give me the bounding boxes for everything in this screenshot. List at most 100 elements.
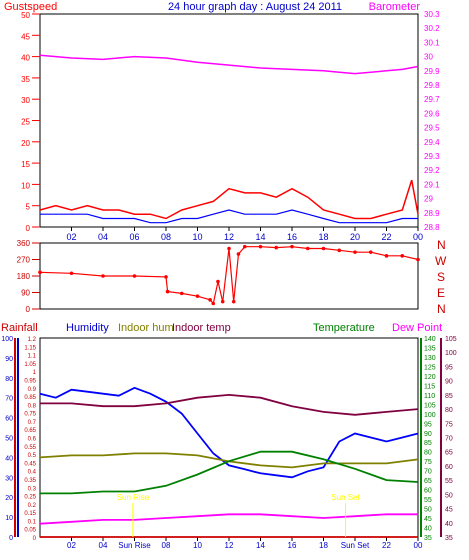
baro-tick-label: 30.2 [424, 24, 440, 33]
temperature-series-line [40, 450, 419, 495]
baro-tick-label: 29 [424, 195, 433, 204]
top-x-tick-label: 02 [66, 232, 76, 242]
direction-tick-label: 360 [17, 239, 31, 248]
temperature-tick-label: 50 [424, 507, 432, 514]
humidity-tick-label: 20 [5, 495, 13, 502]
baro-tick-label: 29.4 [424, 138, 440, 147]
rain-tick-label: 0.05 [24, 528, 36, 534]
compass-s: S [437, 270, 445, 284]
dewpoint-tick-label: 55 [445, 478, 453, 485]
dewpoint-tick-label: 85 [445, 393, 453, 400]
bottom-x-tick-label: 08 [162, 541, 171, 550]
dewpoint-tick-label: 40 [445, 521, 453, 528]
compass-e: E [437, 286, 445, 300]
gust-tick-label: 5 [26, 203, 31, 212]
humidity-tick-label: 30 [5, 475, 13, 482]
gust-tick-label: 15 [21, 160, 30, 169]
dewpoint-tick-label: 65 [445, 450, 453, 457]
baro-tick-label: 30.1 [424, 38, 440, 47]
humidity-tick-label: 60 [5, 416, 13, 423]
rain-tick-label: 0.9 [28, 387, 37, 393]
temperature-tick-label: 120 [424, 374, 436, 381]
baro-tick-label: 29.6 [424, 109, 440, 118]
baro-tick-label: 29.1 [424, 180, 440, 189]
baro-tick-label: 30.3 [424, 10, 440, 19]
rain-tick-label: 0.8 [28, 403, 37, 409]
bottom-x-tick-label: 18 [319, 541, 328, 550]
indoor-temp-label: Indoor temp [172, 322, 231, 334]
rain-tick-label: 0.6 [28, 437, 37, 443]
bottom-x-tick-label: Sun Rise [118, 541, 151, 550]
temperature-tick-label: 40 [424, 526, 432, 533]
bottom-x-tick-label: 22 [382, 541, 391, 550]
bottom-panel-frame [39, 337, 419, 538]
top-x-tick-label: 12 [224, 232, 234, 242]
gust-series-line [39, 179, 419, 220]
dewpoint-tick-label: 100 [445, 350, 457, 357]
bottom-x-tick-label: 10 [193, 541, 202, 550]
baro-tick-label: 29.9 [424, 67, 440, 76]
gust-tick-label: 40 [21, 54, 30, 63]
rain-tick-label: 1.2 [28, 337, 37, 343]
bottom-x-tick-label: 00 [414, 541, 423, 550]
rain-tick-label: 1 [33, 370, 37, 376]
top-panel-frame [39, 13, 419, 228]
rain-tick-label: 1.05 [24, 362, 36, 368]
compass-n-bottom: N [437, 302, 446, 316]
temperature-tick-label: 95 [424, 421, 432, 428]
dewpoint-tick-label: 95 [445, 364, 453, 371]
direction-tick-label: 90 [21, 289, 30, 298]
rain-tick-label: 1.15 [24, 345, 36, 351]
bottom-x-tick-label: 14 [256, 541, 265, 550]
temperature-tick-label: 135 [424, 345, 436, 352]
top-x-tick-label: 14 [255, 232, 265, 242]
rain-tick-label: 0.75 [24, 412, 36, 418]
barometer-series-line [39, 54, 419, 75]
compass-w: W [435, 254, 447, 268]
dewpoint-tick-label: 70 [445, 436, 453, 443]
temperature-tick-label: 100 [424, 412, 436, 419]
wind-series-line [40, 209, 418, 224]
temperature-tick-label: 80 [424, 450, 432, 457]
barometer-label: Barometer [369, 1, 421, 13]
rain-tick-label: 0.1 [28, 519, 37, 525]
humidity-tick-label: 0 [9, 535, 13, 542]
gust-tick-label: 35 [21, 75, 30, 84]
rain-tick-label: 0.45 [24, 461, 36, 467]
temperature-tick-label: 35 [424, 535, 432, 542]
rain-tick-label: 0.4 [28, 470, 37, 476]
temperature-label: Temperature [313, 322, 375, 334]
top-x-tick-label: 06 [129, 232, 139, 242]
compass-n-top: N [437, 238, 446, 252]
baro-tick-label: 29.7 [424, 95, 440, 104]
rainfall-label: Rainfall [1, 322, 38, 334]
dewpoint-tick-label: 105 [445, 336, 457, 343]
dewpoint-tick-label: 35 [445, 535, 453, 542]
temperature-tick-label: 75 [424, 459, 432, 466]
bottom-x-tick-label: Sun Set [341, 541, 370, 550]
humidity-tick-label: 90 [5, 356, 13, 363]
indoor-hum-label: Indoor hum [118, 322, 174, 334]
bottom-x-tick-label: 02 [67, 541, 76, 550]
humidity-label: Humidity [66, 322, 109, 334]
rain-tick-label: 0.85 [24, 395, 36, 401]
humidity-tick-label: 10 [5, 515, 13, 522]
rain-tick-label: 0.55 [24, 445, 36, 451]
baro-tick-label: 28.8 [424, 223, 440, 232]
temperature-tick-label: 70 [424, 469, 432, 476]
baro-tick-label: 29.2 [424, 166, 440, 175]
temperature-tick-label: 140 [424, 336, 436, 343]
direction-tick-label: 270 [17, 256, 31, 265]
dewpoint-tick-label: 80 [445, 407, 453, 414]
gust-tick-label: 30 [21, 96, 30, 105]
gustspeed-label: Gustspeed [4, 1, 57, 13]
top-x-tick-label: 20 [350, 232, 360, 242]
gust-tick-label: 45 [21, 32, 30, 41]
baro-tick-label: 28.9 [424, 209, 440, 218]
rain-tick-label: 0.95 [24, 378, 36, 384]
rain-tick-label: 0 [33, 536, 37, 542]
bottom-x-tick-label: 04 [99, 541, 108, 550]
dewpoint-tick-label: 60 [445, 464, 453, 471]
gust-tick-label: 50 [21, 11, 30, 20]
